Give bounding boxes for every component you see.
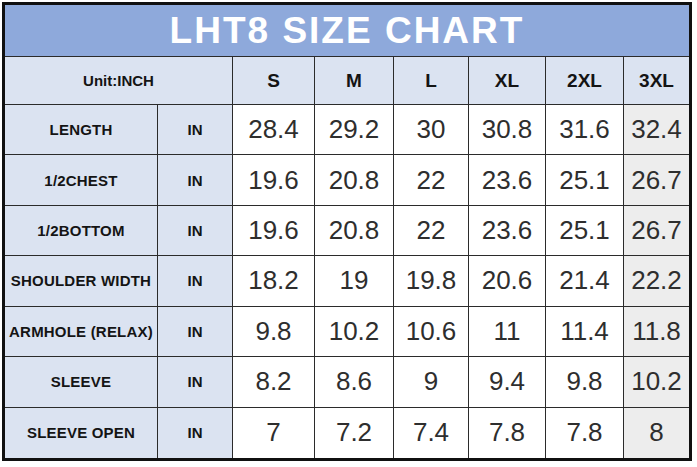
- unit-cell: IN: [158, 206, 233, 256]
- size-column-header-3xl: 3XL: [624, 57, 689, 105]
- value-cell: 22: [394, 155, 469, 205]
- size-column-header-2xl: 2XL: [546, 57, 624, 105]
- value-cell: 10.2: [315, 307, 394, 357]
- value-cell: 7.8: [546, 408, 624, 458]
- value-cell: 25.1: [546, 206, 624, 256]
- value-cell: 26.7: [624, 206, 689, 256]
- row-label-sleeve-open: SLEEVE OPEN: [5, 408, 158, 458]
- row-label-half-chest: 1/2CHEST: [5, 155, 158, 205]
- value-cell: 9.4: [469, 357, 546, 407]
- size-column-header-s: S: [233, 57, 315, 105]
- value-cell: 19: [315, 256, 394, 306]
- value-cell: 10.2: [624, 357, 689, 407]
- row-label-armhole-relax: ARMHOLE (RELAX): [5, 307, 158, 357]
- unit-cell: IN: [158, 408, 233, 458]
- row-label-sleeve: SLEEVE: [5, 357, 158, 407]
- value-cell: 22: [394, 206, 469, 256]
- row-label-shoulder-width: SHOULDER WIDTH: [5, 256, 158, 306]
- value-cell: 7.8: [469, 408, 546, 458]
- value-cell: 11: [469, 307, 546, 357]
- row-label-half-bottom: 1/2BOTTOM: [5, 206, 158, 256]
- value-cell: 22.2: [624, 256, 689, 306]
- value-cell: 9.8: [233, 307, 315, 357]
- size-chart-screenshot: LHT8 SIZE CHART Unit:INCH S M L XL 2XL 3…: [0, 0, 697, 467]
- value-cell: 20.8: [315, 206, 394, 256]
- value-cell: 7.4: [394, 408, 469, 458]
- value-cell: 28.4: [233, 105, 315, 155]
- size-chart-table: LHT8 SIZE CHART Unit:INCH S M L XL 2XL 3…: [2, 2, 692, 461]
- unit-header: Unit:INCH: [5, 57, 233, 105]
- value-cell: 23.6: [469, 155, 546, 205]
- value-cell: 29.2: [315, 105, 394, 155]
- size-column-header-xl: XL: [469, 57, 546, 105]
- value-cell: 20.6: [469, 256, 546, 306]
- value-cell: 31.6: [546, 105, 624, 155]
- value-cell: 20.8: [315, 155, 394, 205]
- value-cell: 19.6: [233, 155, 315, 205]
- value-cell: 26.7: [624, 155, 689, 205]
- unit-cell: IN: [158, 357, 233, 407]
- value-cell: 8.6: [315, 357, 394, 407]
- size-column-header-l: L: [394, 57, 469, 105]
- value-cell: 9: [394, 357, 469, 407]
- size-column-header-m: M: [315, 57, 394, 105]
- value-cell: 8.2: [233, 357, 315, 407]
- value-cell: 7.2: [315, 408, 394, 458]
- unit-cell: IN: [158, 307, 233, 357]
- value-cell: 18.2: [233, 256, 315, 306]
- value-cell: 30.8: [469, 105, 546, 155]
- value-cell: 25.1: [546, 155, 624, 205]
- value-cell: 19.6: [233, 206, 315, 256]
- value-cell: 10.6: [394, 307, 469, 357]
- unit-cell: IN: [158, 155, 233, 205]
- value-cell: 30: [394, 105, 469, 155]
- value-cell: 32.4: [624, 105, 689, 155]
- value-cell: 23.6: [469, 206, 546, 256]
- value-cell: 19.8: [394, 256, 469, 306]
- value-cell: 7: [233, 408, 315, 458]
- value-cell: 11.8: [624, 307, 689, 357]
- value-cell: 11.4: [546, 307, 624, 357]
- value-cell: 9.8: [546, 357, 624, 407]
- value-cell: 21.4: [546, 256, 624, 306]
- row-label-length: LENGTH: [5, 105, 158, 155]
- unit-cell: IN: [158, 105, 233, 155]
- unit-cell: IN: [158, 256, 233, 306]
- value-cell: 8: [624, 408, 689, 458]
- size-chart-title: LHT8 SIZE CHART: [5, 5, 689, 57]
